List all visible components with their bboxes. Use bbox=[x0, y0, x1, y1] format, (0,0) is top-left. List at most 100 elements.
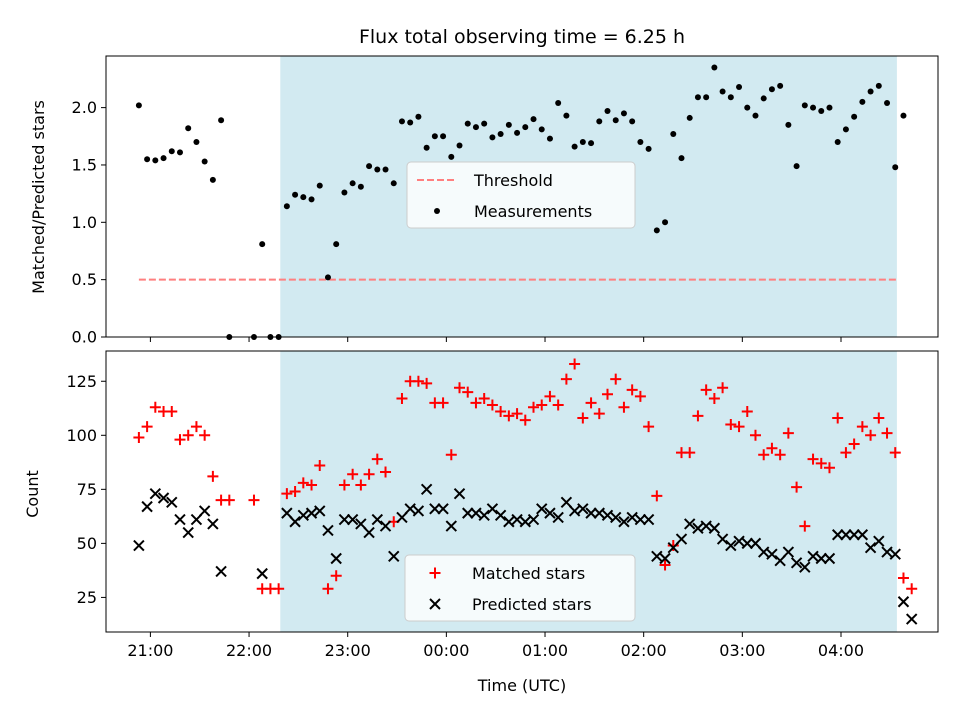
matched-stars-point bbox=[815, 457, 827, 469]
predicted-stars-point bbox=[897, 596, 910, 608]
legend-measurement-swatch bbox=[434, 208, 440, 214]
chart-title: Flux total observing time = 6.25 h bbox=[359, 26, 685, 48]
matched-stars-point bbox=[585, 397, 597, 409]
measurement-point bbox=[752, 112, 759, 119]
predicted-stars-point bbox=[889, 548, 901, 560]
predicted-stars-point bbox=[281, 507, 293, 519]
predicted-stars-point bbox=[511, 513, 523, 526]
predicted-stars-point bbox=[207, 518, 219, 530]
measurement-point bbox=[637, 139, 644, 146]
measurement-point bbox=[703, 94, 710, 101]
predicted-stars-point bbox=[618, 516, 630, 528]
matched-stars-point bbox=[684, 447, 696, 459]
matched-stars-point bbox=[848, 438, 860, 450]
predicted-stars-point bbox=[774, 554, 786, 567]
matched-stars-point bbox=[445, 449, 457, 461]
y-tick-label: 0.5 bbox=[72, 270, 97, 289]
y-tick-label: 0.0 bbox=[72, 328, 97, 347]
matched-stars-point bbox=[774, 449, 786, 461]
matched-stars-point bbox=[544, 390, 556, 402]
matched-stars-point bbox=[207, 470, 219, 482]
measurement-point bbox=[777, 82, 784, 89]
measurement-point bbox=[867, 88, 874, 95]
matched-stars-point bbox=[782, 427, 794, 439]
predicted-stars-point bbox=[733, 535, 745, 547]
predicted-stars-point bbox=[659, 552, 671, 565]
predicted-stars-point bbox=[470, 507, 482, 519]
matched-stars-point bbox=[823, 462, 835, 474]
measurement-point bbox=[366, 163, 373, 170]
x-tick-label: 02:00 bbox=[621, 641, 667, 660]
measurement-point bbox=[884, 100, 891, 107]
measurement-point bbox=[440, 133, 447, 140]
matched-stars-point bbox=[412, 375, 424, 387]
predicted-stars-point bbox=[322, 524, 334, 537]
x-tick-label: 03:00 bbox=[719, 641, 765, 660]
predicted-stars-point bbox=[568, 505, 581, 517]
measurement-point bbox=[842, 126, 849, 133]
x-tick-label: 01:00 bbox=[522, 641, 568, 660]
predicted-stars-point bbox=[346, 513, 359, 526]
legend-predicted-swatch bbox=[429, 598, 441, 610]
predicted-stars-point bbox=[462, 507, 474, 519]
predicted-stars-point bbox=[799, 561, 811, 573]
matched-stars-point bbox=[651, 490, 663, 502]
measurement-point bbox=[834, 139, 841, 146]
matched-stars-point bbox=[610, 373, 622, 385]
measurement-point bbox=[744, 104, 751, 111]
y-tick-label: 125 bbox=[66, 372, 97, 391]
matched-stars-point bbox=[593, 408, 605, 420]
measurement-point bbox=[135, 102, 142, 109]
measurement-point bbox=[423, 144, 430, 151]
measurement-point bbox=[530, 116, 537, 123]
matched-stars-point bbox=[749, 429, 761, 441]
measurement-point bbox=[160, 155, 167, 162]
y-tick-label: 1.0 bbox=[72, 213, 97, 232]
predicted-stars-point bbox=[881, 546, 893, 558]
predicted-stars-point bbox=[815, 552, 827, 565]
matched-stars-point bbox=[577, 412, 589, 424]
matched-stars-point bbox=[470, 397, 482, 409]
matched-stars-point bbox=[634, 390, 646, 402]
measurement-point bbox=[793, 163, 800, 170]
predicted-stars-point bbox=[379, 520, 392, 532]
predicted-stars-point bbox=[642, 513, 655, 526]
matched-stars-point bbox=[766, 442, 778, 454]
predicted-stars-point bbox=[823, 552, 836, 565]
predicted-stars-point bbox=[338, 513, 351, 526]
predicted-stars-point bbox=[807, 550, 819, 563]
legend-matched-swatch bbox=[429, 567, 441, 579]
matched-stars-point bbox=[273, 583, 285, 595]
measurement-point bbox=[333, 241, 340, 248]
measurement-point bbox=[259, 241, 266, 248]
measurement-point bbox=[464, 120, 471, 127]
x-tick-label: 21:00 bbox=[127, 641, 173, 660]
predicted-stars-point bbox=[577, 503, 589, 515]
matched-stars-point bbox=[380, 466, 392, 478]
predicted-stars-point bbox=[749, 537, 762, 550]
measurement-point bbox=[810, 104, 817, 111]
measurement-point bbox=[678, 155, 685, 162]
measurement-point bbox=[892, 164, 899, 171]
measurement-point bbox=[382, 166, 389, 173]
matched-stars-point bbox=[149, 401, 161, 413]
bottom-panel: 21:00 22:00 23:00 00:00 01:00 02:00 03:00 04:00… bbox=[66, 350, 939, 660]
legend: Threshold Measurements bbox=[406, 161, 636, 229]
y-tick-label: 1.5 bbox=[72, 155, 97, 174]
matched-stars-point bbox=[856, 421, 868, 433]
measurement-point bbox=[579, 139, 586, 146]
matched-stars-point bbox=[199, 429, 211, 441]
predicted-stars-point bbox=[363, 526, 375, 539]
measurement-point bbox=[760, 95, 767, 102]
predicted-stars-point bbox=[716, 533, 729, 545]
matched-stars-point bbox=[371, 453, 383, 465]
matched-stars-point bbox=[289, 486, 301, 497]
x-tick-label: 22:00 bbox=[226, 641, 272, 660]
predicted-stars-point bbox=[684, 518, 696, 530]
predicted-stars-point bbox=[182, 526, 194, 539]
predicted-stars-point bbox=[445, 520, 458, 532]
matched-stars-point bbox=[363, 468, 375, 480]
top-panel: 0.0 0.5 1.0 1.5 2.0 Threshold Measurements bbox=[72, 55, 939, 347]
bottom-y-axis-label: Count bbox=[23, 470, 42, 518]
predicted-stars-point bbox=[651, 550, 663, 563]
